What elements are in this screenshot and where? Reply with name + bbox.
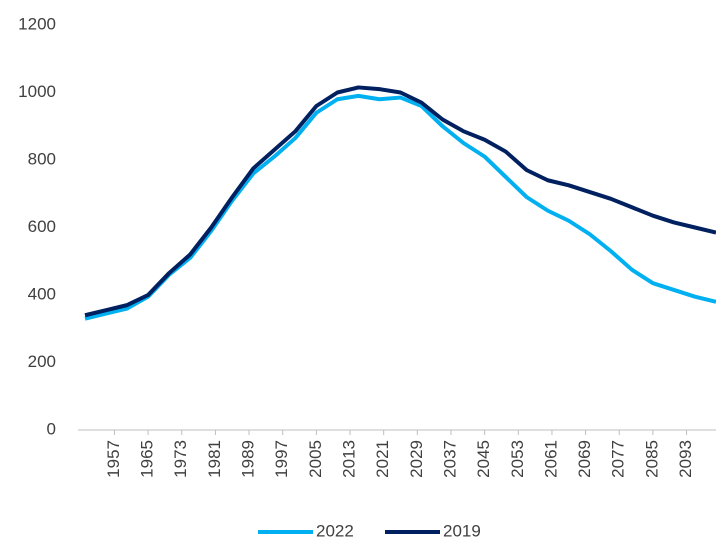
x-tick-label: 1997 <box>272 440 291 478</box>
x-tick-label: 2005 <box>306 440 325 478</box>
y-tick-label: 600 <box>28 217 56 236</box>
x-tick-label: 2029 <box>407 440 426 478</box>
x-tick-label: 2093 <box>676 440 695 478</box>
x-tick-label: 1989 <box>239 440 258 478</box>
y-tick-label: 800 <box>28 149 56 168</box>
x-tick-label: 1981 <box>205 440 224 478</box>
y-tick-label: 200 <box>28 352 56 371</box>
x-tick-label: 2061 <box>541 440 560 478</box>
x-tick-label: 2069 <box>575 440 594 478</box>
legend-label: 2019 <box>443 521 481 540</box>
x-tick-label: 2037 <box>440 440 459 478</box>
x-tick-label: 1973 <box>171 440 190 478</box>
line-series <box>84 93 716 321</box>
y-tick-label: 400 <box>28 284 56 303</box>
x-tick-label: 1965 <box>138 440 157 478</box>
x-tick-label: 2077 <box>609 440 628 478</box>
x-tick-label: 2045 <box>474 440 493 478</box>
legend-label: 2022 <box>316 521 354 540</box>
x-tick-label: 2085 <box>642 440 661 478</box>
y-tick-label: 1000 <box>18 82 56 101</box>
x-tick-label: 2021 <box>373 440 392 478</box>
x-tick-label: 1957 <box>104 440 123 478</box>
y-tick-label: 0 <box>47 419 56 438</box>
y-tick-label: 1200 <box>18 14 56 33</box>
x-tick-label: 2013 <box>340 440 359 478</box>
x-tick-label: 2053 <box>508 440 527 478</box>
line-series <box>84 85 716 318</box>
